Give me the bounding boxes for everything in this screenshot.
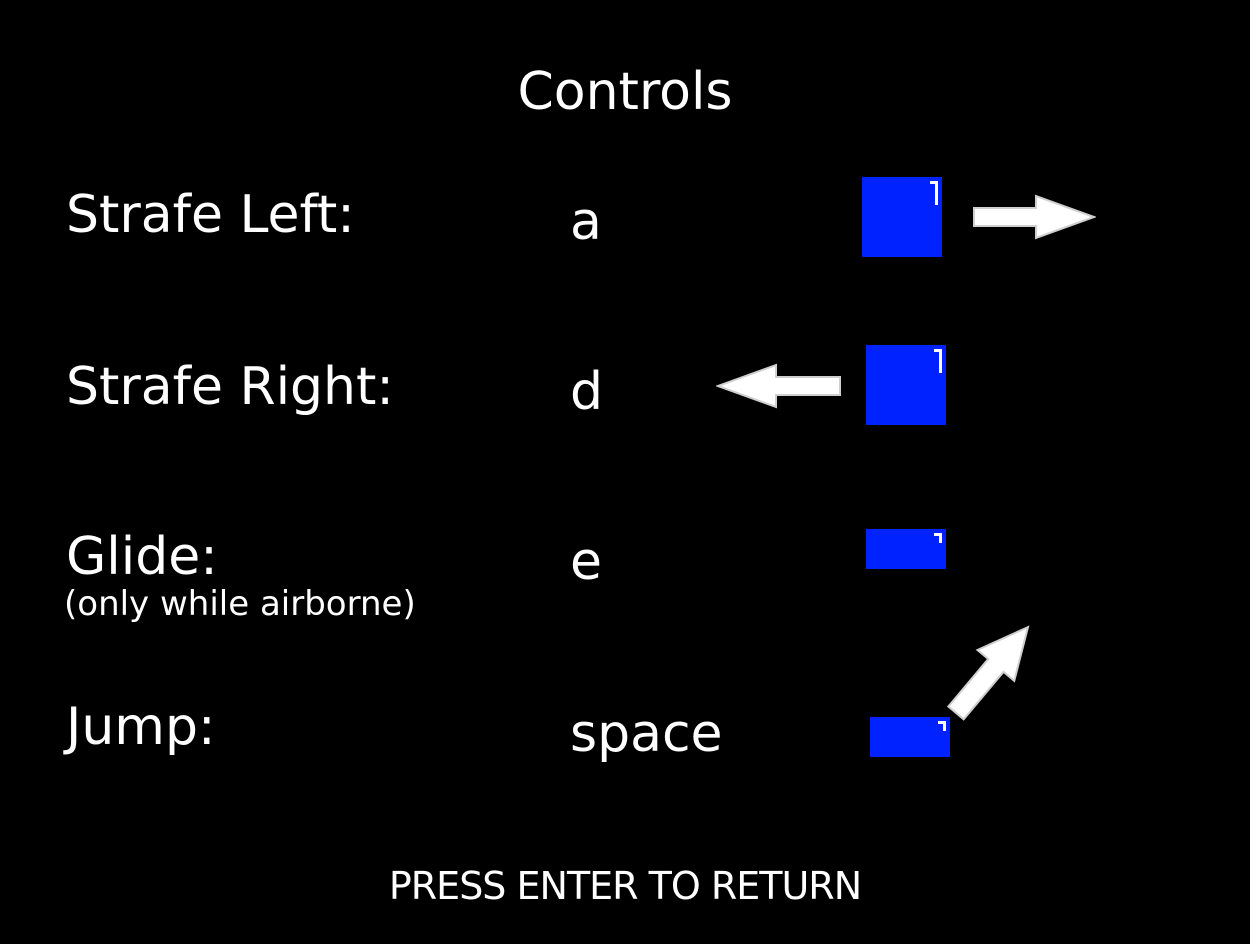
arrow-right-icon [973,194,1096,240]
player-sprite-strafe-left [862,177,942,257]
sprite-corner-marker [934,349,942,373]
sprite-corner-marker [930,181,938,205]
control-key-strafe-left: a [570,192,602,252]
sprite-corner-marker [938,721,946,731]
player-sprite-jump [870,717,950,757]
control-key-glide: e [570,532,602,592]
control-label-jump: Jump: [66,697,216,757]
control-label-strafe-left: Strafe Left: [66,185,355,245]
control-note-glide: (only while airborne) [64,584,416,624]
player-sprite-glide [866,529,946,569]
control-label-glide: Glide: [66,527,218,587]
press-enter-prompt: PRESS ENTER TO RETURN [388,864,862,908]
control-key-jump: space [570,704,723,764]
player-sprite-strafe-right [866,345,946,425]
arrow-left-icon [716,363,841,409]
control-key-strafe-right: d [570,362,604,422]
controls-title: Controls [517,62,733,122]
control-label-strafe-right: Strafe Right: [66,357,394,417]
sprite-corner-marker [934,533,942,543]
arrow-up-right-icon [946,625,1030,721]
